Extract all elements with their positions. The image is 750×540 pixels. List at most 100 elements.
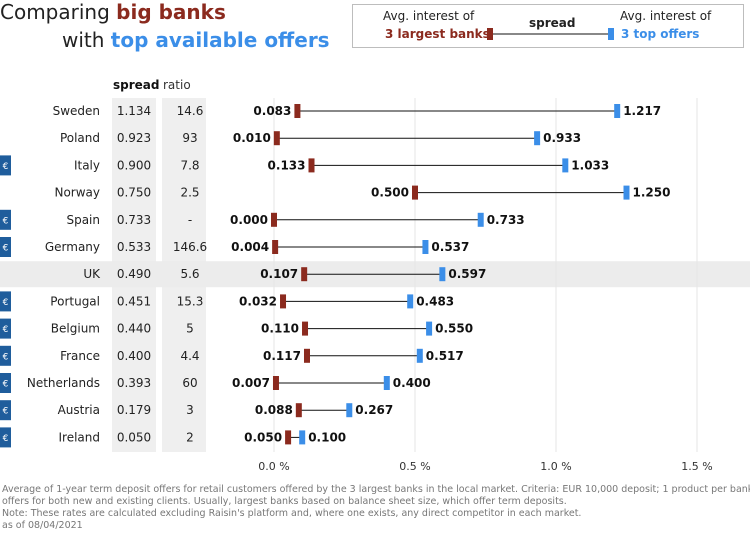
top-offers-marker: [534, 131, 541, 146]
spread-value: 0.490: [117, 267, 151, 281]
country-label: Norway: [54, 186, 100, 200]
title-line-2: with top available offers: [62, 26, 330, 54]
country-label: Austria: [58, 403, 100, 417]
ratio-value: 5.6: [180, 267, 199, 281]
country-label: Germany: [45, 240, 100, 254]
title-accent-top-offers: top available offers: [110, 28, 330, 52]
ratio-value: 2: [186, 430, 194, 444]
top-offers-marker: [562, 158, 569, 173]
euro-badge-icon: [0, 400, 11, 421]
big-banks-marker: [294, 104, 301, 118]
spread-value: 0.733: [117, 213, 151, 227]
top-offers-label: 0.267: [355, 403, 393, 417]
euro-badge-icon: [0, 209, 11, 230]
euro-badge-icon: [0, 237, 11, 257]
euro-badge-icon: [0, 155, 11, 176]
euro-glyph: €: [3, 352, 9, 362]
country-label: France: [60, 349, 100, 363]
big-banks-label: 0.500: [371, 186, 409, 200]
country-label: Netherlands: [27, 376, 100, 390]
top-offers-label: 0.537: [431, 240, 469, 254]
spread-value: 0.440: [117, 322, 151, 336]
legend: Avg. interest of 3 largest banks spread …: [352, 4, 744, 48]
legend-middle: spread: [529, 16, 576, 30]
top-offers-marker: [426, 321, 433, 336]
euro-glyph: €: [3, 434, 9, 444]
column-header-spread: spread: [113, 78, 159, 92]
country-label: Poland: [60, 131, 100, 145]
big-banks-marker: [301, 267, 308, 282]
euro-glyph: €: [3, 216, 9, 226]
legend-right-line2: 3 top offers: [621, 27, 700, 41]
title-accent-big-banks: big banks: [116, 0, 226, 24]
top-offers-label: 1.250: [633, 186, 671, 200]
big-banks-label: 0.117: [263, 349, 301, 363]
top-offers-label: 0.483: [416, 294, 454, 308]
big-banks-label: 0.007: [232, 376, 270, 390]
country-label: Belgium: [51, 322, 100, 336]
ratio-value: 14.6: [177, 104, 204, 118]
ratio-value: 5: [186, 322, 194, 336]
title-plain-1: Comparing: [0, 0, 117, 24]
ratio-value: 93: [182, 131, 197, 145]
big-banks-marker: [272, 240, 279, 254]
euro-glyph: €: [3, 298, 9, 308]
big-banks-label: 0.133: [268, 158, 306, 172]
top-offers-label: 0.517: [426, 349, 464, 363]
top-offers-label: 0.733: [487, 213, 525, 227]
big-banks-marker: [271, 212, 277, 227]
spread-value: 0.750: [117, 186, 151, 200]
footnote-4: as of 08/04/2021: [2, 520, 83, 531]
euro-badge-icon: [0, 291, 11, 312]
big-banks-label: 0.004: [231, 240, 269, 254]
euro-badge-icon: [0, 373, 11, 393]
footnote-2: offers for both new and existing clients…: [2, 496, 567, 507]
footnote-3: Note: These rates are calculated excludi…: [2, 508, 582, 519]
x-tick-label: 1.0 %: [540, 460, 571, 473]
big-banks-marker: [272, 376, 279, 390]
x-tick-label: 1.5 %: [681, 460, 712, 473]
legend-top-marker: [608, 28, 614, 40]
big-banks-label: 0.032: [239, 294, 277, 308]
country-label: UK: [83, 267, 101, 281]
ratio-value: 4.4: [180, 349, 199, 363]
footnotes: Average of 1-year term deposit offers fo…: [2, 484, 750, 532]
spread-value: 0.923: [117, 131, 151, 145]
spread-value: 0.451: [117, 294, 151, 308]
top-offers-label: 0.550: [435, 322, 473, 336]
top-offers-label: 0.400: [393, 376, 431, 390]
big-banks-marker: [280, 294, 287, 309]
spread-value: 0.393: [117, 376, 151, 390]
big-banks-marker: [285, 430, 292, 445]
ratio-value: 7.8: [180, 158, 199, 172]
big-banks-marker: [303, 348, 310, 363]
top-offers-label: 1.033: [571, 158, 609, 172]
big-banks-label: 0.050: [244, 430, 282, 444]
euro-glyph: €: [3, 407, 9, 417]
big-banks-label: 0.088: [255, 403, 293, 417]
big-banks-marker: [412, 185, 418, 200]
x-tick-label: 0.5 %: [399, 460, 430, 473]
legend-big-marker: [487, 28, 493, 40]
ratio-value: 3: [186, 403, 194, 417]
euro-badge-icon: [0, 318, 11, 339]
top-offers-label: 0.100: [308, 430, 346, 444]
top-offers-label: 0.933: [543, 131, 581, 145]
top-offers-marker: [383, 376, 390, 390]
big-banks-label: 0.083: [253, 104, 291, 118]
spread-value: 0.900: [117, 158, 151, 172]
legend-dumbbell: [487, 28, 614, 40]
top-offers-marker: [416, 348, 423, 363]
country-label: Spain: [66, 213, 100, 227]
title-plain-2: with: [62, 28, 111, 52]
euro-glyph: €: [3, 244, 9, 254]
top-offers-marker: [623, 185, 630, 200]
spread-value: 0.533: [117, 240, 151, 254]
spread-value: 1.134: [117, 104, 151, 118]
spread-value: 0.179: [117, 403, 151, 417]
dumbbell-chart: 0.0 % 0.5 % 1.0 % 1.5 % spread ratio Sweden 1.1…: [0, 78, 750, 473]
euro-glyph: €: [3, 162, 9, 172]
legend-left-line1: Avg. interest of: [383, 9, 475, 23]
country-label: Ireland: [58, 430, 100, 444]
spread-value: 0.400: [117, 349, 151, 363]
